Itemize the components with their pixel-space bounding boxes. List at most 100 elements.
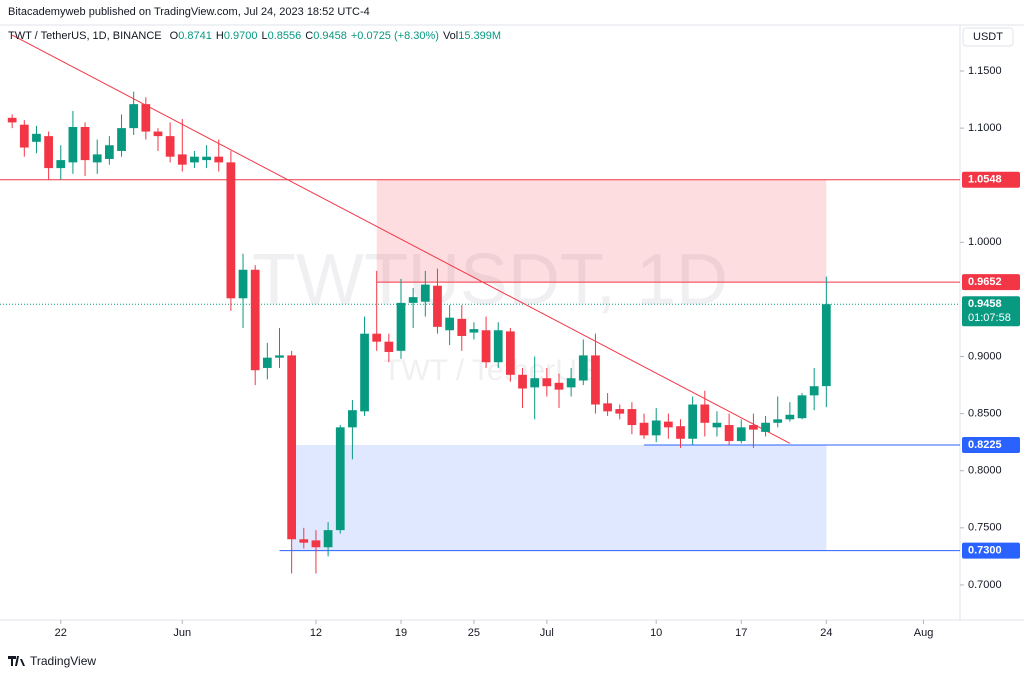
candle-body xyxy=(275,355,284,358)
footer-logo: TradingView xyxy=(8,654,96,668)
candle-body xyxy=(226,162,236,299)
currency-button-label[interactable]: USDT xyxy=(973,31,1003,43)
x-tick-label: 19 xyxy=(395,627,407,639)
candle-body xyxy=(104,145,114,159)
candle-body xyxy=(165,136,175,157)
candle-body xyxy=(797,395,807,419)
level-label: 0.9652 xyxy=(968,276,1002,288)
candle-body xyxy=(7,117,17,123)
candle-body xyxy=(809,386,819,396)
candle-body xyxy=(433,285,442,327)
candle-body xyxy=(724,425,734,442)
candle-body xyxy=(323,530,333,548)
level-label: 1.0548 xyxy=(968,174,1002,186)
candle-body xyxy=(773,419,783,423)
candle-body xyxy=(68,126,78,163)
legend-value: 0.8741 xyxy=(178,30,212,42)
y-tick-label: 0.7500 xyxy=(968,522,1002,534)
candle-body xyxy=(506,331,515,375)
candle-body xyxy=(530,378,540,388)
candle-body xyxy=(420,284,430,302)
candle-body xyxy=(92,154,102,163)
candle-body xyxy=(287,355,297,540)
candle-body xyxy=(518,374,527,389)
candle-body xyxy=(603,403,612,412)
legend-key: C xyxy=(305,30,313,42)
watermark: TWTUSDT, 1D TWT / TetherUS xyxy=(252,240,728,387)
last-price-box xyxy=(962,296,1020,327)
x-tick-label: Jul xyxy=(540,627,554,639)
candle-body xyxy=(32,133,41,142)
candle-body xyxy=(44,136,53,169)
y-tick-label: 0.8500 xyxy=(968,408,1002,420)
legend-change: +0.0725 (+8.30%) xyxy=(351,30,439,42)
candle-body xyxy=(445,317,454,331)
candle-body xyxy=(214,156,224,163)
candle-body xyxy=(639,422,649,436)
candle-body xyxy=(360,333,369,412)
candle-body xyxy=(396,302,406,351)
candle-body xyxy=(190,156,199,163)
candle-body xyxy=(651,420,661,436)
x-tick-label: 25 xyxy=(468,627,480,639)
x-tick-label: 10 xyxy=(650,627,662,639)
candle-body xyxy=(700,404,710,423)
candle-body xyxy=(578,355,588,381)
legend-value: 0.9458 xyxy=(313,30,347,42)
candle-body xyxy=(19,124,29,148)
y-tick-label: 1.1500 xyxy=(968,65,1002,77)
watermark-symbol: TWTUSDT, 1D xyxy=(252,240,728,320)
candle-body xyxy=(676,426,685,439)
candle-body xyxy=(348,410,357,428)
x-tick-label: Jun xyxy=(173,627,191,639)
candle-body xyxy=(542,378,552,387)
level-label: 0.7300 xyxy=(968,545,1002,557)
candle-body xyxy=(238,269,248,299)
logo-icon xyxy=(8,656,25,666)
candle-body xyxy=(457,318,467,336)
level-label-box xyxy=(962,274,1020,291)
x-tick-label: Aug xyxy=(914,627,934,639)
candle-body xyxy=(177,154,187,165)
axes: 1.1500 1.1000 1.0000 0.9000 0.8500 0.8000 0.75… xyxy=(55,65,1020,639)
candle-body xyxy=(761,422,770,432)
candle-body xyxy=(663,421,673,428)
zone xyxy=(291,445,827,551)
candle-body xyxy=(250,269,260,371)
legend-volume-key: Vol xyxy=(443,30,458,42)
x-tick-label: 12 xyxy=(310,627,322,639)
x-tick-label: 24 xyxy=(820,627,832,639)
legend-key: O xyxy=(170,30,179,42)
candle-body xyxy=(481,330,491,363)
published-note: Bitacademyweb published on TradingView.c… xyxy=(8,6,370,18)
legend-key: L xyxy=(261,30,267,42)
candle-body xyxy=(141,104,151,132)
y-tick-label: 1.0000 xyxy=(968,236,1002,248)
level-label-box xyxy=(962,171,1020,188)
candle-body xyxy=(117,128,126,151)
candle-body xyxy=(469,329,479,333)
candle-body xyxy=(408,297,418,303)
legend-key: H xyxy=(216,30,224,42)
candle-body xyxy=(736,427,746,442)
logo-text: TradingView xyxy=(30,654,96,668)
y-tick-label: 1.1000 xyxy=(968,122,1002,134)
candle-body xyxy=(712,422,722,428)
candle-body xyxy=(591,355,600,405)
candle-body xyxy=(749,425,758,430)
candle-body xyxy=(372,333,382,342)
candle-body xyxy=(615,409,625,414)
y-tick-label: 0.9000 xyxy=(968,350,1002,362)
legend-volume: 15.399M xyxy=(458,30,501,42)
currency-button[interactable] xyxy=(962,27,1014,47)
candle-body xyxy=(56,160,66,169)
x-tick-label: 22 xyxy=(55,627,67,639)
trendline xyxy=(11,34,791,444)
y-tick-label: 0.7000 xyxy=(968,579,1002,591)
candle-body xyxy=(627,409,637,426)
last-price-label: 0.9458 xyxy=(968,298,1002,310)
legend-symbol: TWT / TetherUS, 1D, BINANCE xyxy=(8,30,162,42)
candle-body xyxy=(566,378,576,388)
